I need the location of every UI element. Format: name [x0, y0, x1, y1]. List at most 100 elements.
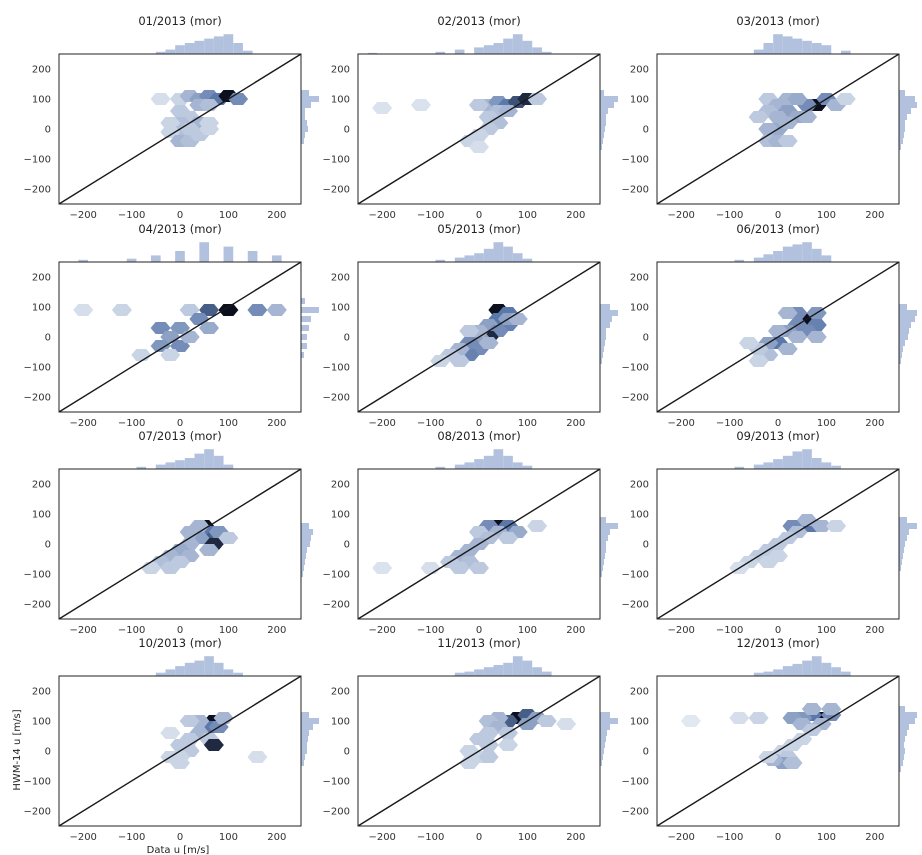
x-tick-label: −200	[69, 625, 96, 636]
x-marginal-bar	[763, 254, 774, 262]
x-tick-label: −100	[716, 418, 743, 429]
y-tick-label: −200	[24, 600, 51, 611]
x-marginal-bar	[223, 246, 234, 262]
x-tick-label: −100	[716, 625, 743, 636]
y-marginal-bar	[301, 559, 305, 565]
y-tick-label: 200	[331, 687, 350, 698]
x-marginal-bar	[782, 36, 793, 54]
hex-cell	[517, 718, 538, 730]
subplot-title: 01/2013 (mor)	[138, 14, 221, 28]
y-tick-label: 0	[45, 125, 51, 136]
y-marginal-bar	[301, 316, 311, 322]
x-marginal-bar	[136, 466, 147, 469]
x-marginal-bar	[802, 660, 812, 676]
x-marginal-bar	[78, 259, 89, 262]
y-tick-label: 100	[630, 303, 649, 314]
x-marginal-bar	[199, 242, 210, 262]
x-tick-label: −200	[667, 832, 694, 843]
hex-cell	[160, 126, 181, 138]
y-marginal-bar	[600, 760, 602, 766]
hex-cell	[420, 562, 441, 574]
y-tick-label: 0	[643, 540, 649, 551]
y-marginal-bar	[600, 96, 618, 102]
x-tick-label: 0	[476, 418, 482, 429]
x-tick-label: 200	[865, 210, 884, 221]
x-marginal-bar	[242, 50, 253, 54]
y-marginal-bar	[899, 144, 901, 150]
x-tick-label: 200	[267, 418, 286, 429]
x-marginal-bar	[831, 667, 841, 676]
y-tick-label: 100	[32, 303, 51, 314]
y-marginal-bar	[899, 328, 909, 334]
y-tick-label: −100	[622, 570, 649, 581]
x-tick-label: 100	[817, 418, 836, 429]
x-marginal-bar	[454, 672, 465, 676]
x-marginal-bar	[435, 466, 446, 469]
subplot-1: 01/2013 (mor) −200 −100 0 100 200 −200 −100 0 100…	[24, 14, 319, 221]
x-tick-label: 0	[476, 210, 482, 221]
x-marginal-bar	[204, 656, 214, 676]
hex-cell	[150, 340, 171, 352]
hexbin-layer	[729, 514, 847, 574]
x-tick-label: −100	[417, 210, 444, 221]
hex-cell	[111, 304, 132, 316]
hex-cell	[556, 718, 577, 730]
x-tick-label: 100	[219, 625, 238, 636]
y-marginal-bar	[301, 565, 304, 571]
y-tick-label: −200	[24, 185, 51, 196]
hex-cell	[787, 93, 808, 105]
y-marginal-bar	[600, 565, 603, 571]
y-marginal-bar	[899, 535, 907, 541]
y-tick-label: 0	[344, 125, 350, 136]
x-tick-label: 0	[476, 832, 482, 843]
hex-cell	[218, 304, 239, 316]
y-tick-label: 0	[45, 333, 51, 344]
x-marginal-bar	[753, 49, 764, 54]
x-tick-label: 0	[177, 625, 183, 636]
axes-frame	[656, 53, 900, 205]
x-marginal-bar	[811, 458, 822, 469]
hex-cell	[478, 751, 499, 763]
x-marginal-bar	[811, 656, 822, 676]
identity-line	[657, 469, 899, 619]
hexbin-layer	[150, 90, 249, 147]
x-marginal-bar	[522, 465, 533, 469]
hex-cell	[150, 93, 171, 105]
identity-line	[657, 676, 899, 826]
hex-cell	[777, 135, 798, 147]
x-marginal-bar	[512, 253, 523, 262]
hex-cell	[748, 712, 769, 724]
hex-cell	[811, 520, 832, 532]
x-marginal-bar	[792, 451, 803, 469]
y-tick-label: 200	[331, 273, 350, 284]
identity-line	[59, 469, 301, 619]
axes-frame	[656, 675, 900, 827]
y-marginal-bar	[600, 310, 618, 316]
hex-cell	[449, 355, 470, 367]
x-tick-label: 200	[267, 210, 286, 221]
hexbin-layer	[748, 93, 856, 147]
y-marginal-bar	[301, 541, 310, 547]
subplot-title: 03/2013 (mor)	[736, 14, 819, 28]
y-tick-label: 100	[32, 95, 51, 106]
y-marginal-bar	[899, 340, 905, 346]
y-marginal-bar	[899, 96, 915, 102]
x-tick-label: 200	[566, 210, 585, 221]
hexbin-layer	[372, 93, 548, 153]
y-tick-label: −100	[622, 363, 649, 374]
x-tick-label: −200	[368, 210, 395, 221]
hex-cell	[787, 331, 808, 343]
hex-cell	[170, 556, 190, 568]
x-marginal-bar	[792, 38, 803, 54]
x-tick-label: 200	[267, 625, 286, 636]
x-tick-label: −200	[368, 625, 395, 636]
x-marginal-bar	[503, 246, 513, 262]
x-marginal-bar	[503, 662, 513, 676]
hex-cell	[806, 331, 827, 343]
x-marginal-bar	[532, 47, 542, 54]
hexbin-layer	[680, 703, 842, 769]
y-marginal-bar	[600, 718, 618, 724]
hex-cell	[372, 562, 393, 574]
x-marginal-bar	[483, 667, 494, 676]
subplot-2: 02/2013 (mor) −200 −100 0 100 200 −200 −100 0 100…	[323, 14, 618, 221]
